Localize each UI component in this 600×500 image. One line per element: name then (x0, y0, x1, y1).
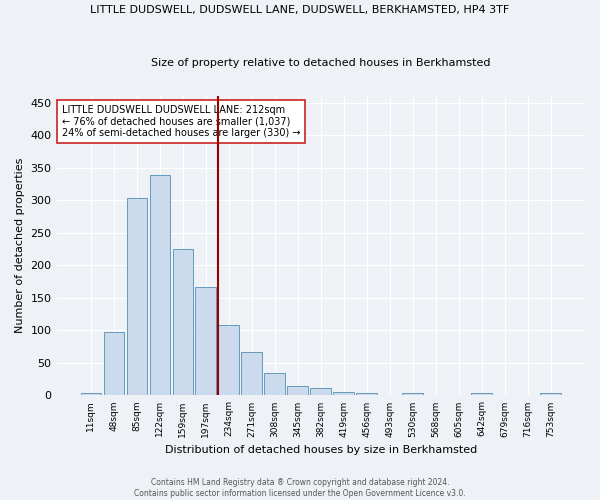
Bar (127, 198, 147, 396)
X-axis label: Distribution of detached houses by size in Berkhamsted: Distribution of detached houses by size … (164, 445, 477, 455)
Bar (80, 394, 101, 396)
Bar (356, 393, 377, 396)
Text: LITTLE DUDSWELL, DUDSWELL LANE, DUDSWELL, BERKHAMSTED, HP4 3TF: LITTLE DUDSWELL, DUDSWELL LANE, DUDSWELL… (91, 5, 509, 15)
Bar (310, 388, 331, 396)
Bar (196, 288, 216, 396)
Title: Size of property relative to detached houses in Berkhamsted: Size of property relative to detached ho… (151, 58, 491, 68)
Bar (540, 394, 561, 396)
Bar (287, 386, 308, 396)
Bar (149, 176, 170, 396)
Bar (472, 394, 492, 396)
Y-axis label: Number of detached properties: Number of detached properties (15, 158, 25, 334)
Bar (403, 394, 423, 396)
Bar (104, 332, 124, 396)
Text: Contains HM Land Registry data ® Crown copyright and database right 2024.
Contai: Contains HM Land Registry data ® Crown c… (134, 478, 466, 498)
Text: LITTLE DUDSWELL DUDSWELL LANE: 212sqm
← 76% of detached houses are smaller (1,03: LITTLE DUDSWELL DUDSWELL LANE: 212sqm ← … (62, 105, 301, 138)
Bar (334, 392, 354, 396)
Bar (241, 352, 262, 396)
Bar (218, 325, 239, 396)
Bar (265, 372, 285, 396)
Bar (173, 249, 193, 396)
